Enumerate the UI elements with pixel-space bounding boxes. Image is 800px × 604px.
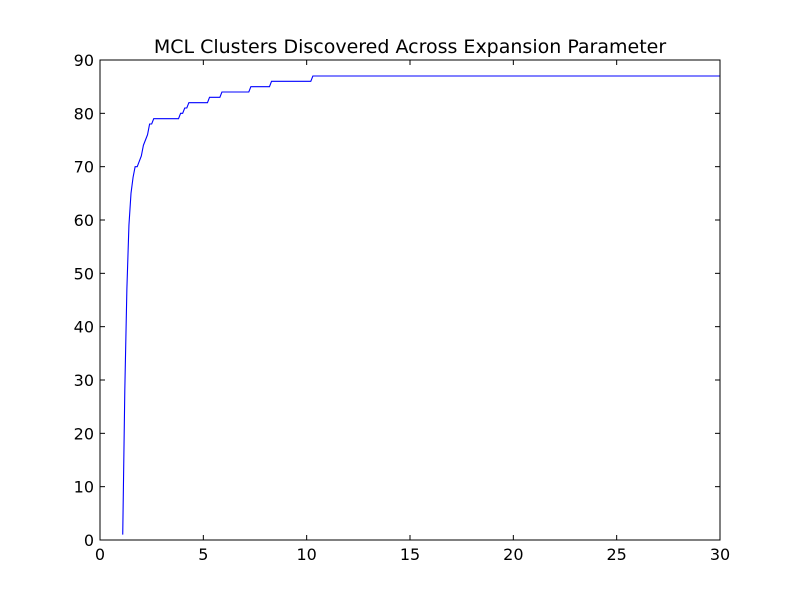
x-tick-label: 0 xyxy=(95,545,105,564)
y-tick-label: 50 xyxy=(74,264,94,283)
chart-title: MCL Clusters Discovered Across Expansion… xyxy=(154,36,667,58)
y-tick-label: 60 xyxy=(74,211,94,230)
plot-background xyxy=(100,60,720,540)
y-tick-label: 40 xyxy=(74,318,94,337)
y-tick-label: 30 xyxy=(74,371,94,390)
series-line-0 xyxy=(122,75,720,535)
x-tick-label: 20 xyxy=(503,545,523,564)
y-tick-label: 0 xyxy=(84,531,94,550)
plot-area: 0 5 10 15 20 25 30 0 10 20 30 40 50 60 70 80 90 xyxy=(74,51,731,564)
y-tick-label: 20 xyxy=(74,424,94,443)
x-tick-label: 25 xyxy=(606,545,626,564)
x-tick-label: 10 xyxy=(296,545,316,564)
y-tick-label: 10 xyxy=(74,478,94,497)
y-tick-label: 90 xyxy=(74,51,94,70)
x-tick-label: 30 xyxy=(710,545,730,564)
y-tick-label: 70 xyxy=(74,158,94,177)
y-tick-label: 80 xyxy=(74,104,94,123)
x-tick-label: 15 xyxy=(400,545,420,564)
x-tick-label: 5 xyxy=(198,545,208,564)
